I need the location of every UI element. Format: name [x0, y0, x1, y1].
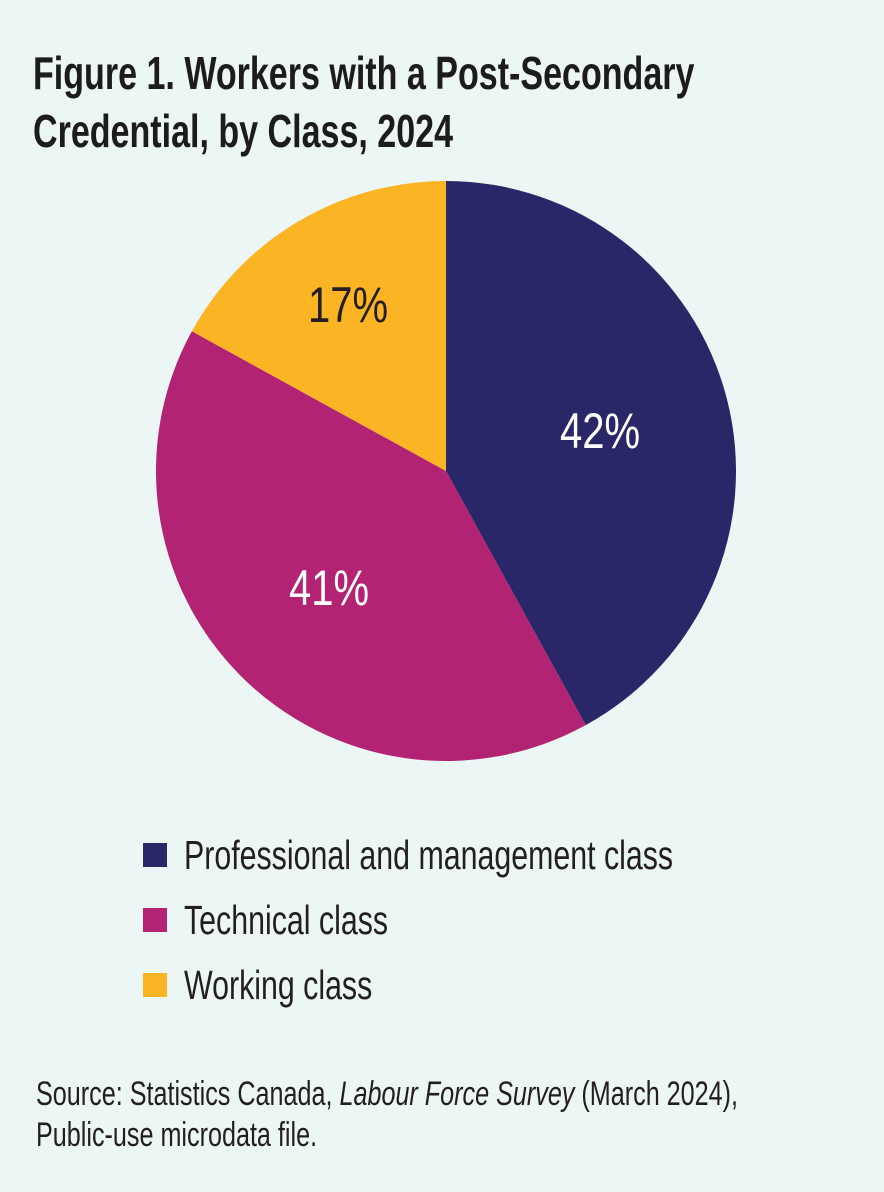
figure-title-line-1: Figure 1. Workers with a Post-Secondary [33, 47, 695, 99]
figure-title-line-2: Credential, by Class, 2024 [33, 105, 454, 157]
pie-svg [156, 181, 736, 761]
legend-label-professional: Professional and management class [184, 832, 674, 878]
legend-item-technical: Technical class [143, 897, 845, 943]
legend-label-technical: Technical class [184, 897, 389, 943]
slice-label-2: 17% [307, 277, 388, 333]
figure-title: Figure 1. Workers with a Post-Secondary … [33, 44, 884, 160]
pie-slice-0 [446, 181, 736, 726]
legend-label-working: Working class [184, 962, 373, 1008]
source-line-1: Source: Statistics Canada, Labour Force … [36, 1075, 739, 1113]
source-note: Source: Statistics Canada, Labour Force … [36, 1074, 884, 1156]
legend: Professional and management class Techni… [143, 832, 845, 1027]
source-line-2: Public-use microdata file. [36, 1116, 318, 1154]
legend-item-professional: Professional and management class [143, 832, 845, 878]
pie-chart: 42% 41% 17% [156, 181, 736, 761]
slice-label-1: 41% [289, 559, 370, 616]
legend-swatch-working [143, 973, 167, 997]
legend-swatch-professional [143, 843, 167, 867]
legend-swatch-technical [143, 908, 167, 932]
pie-slice-2 [191, 181, 446, 471]
legend-item-working: Working class [143, 962, 845, 1008]
pie-slice-1 [156, 331, 586, 761]
slice-label-0: 42% [560, 403, 641, 460]
